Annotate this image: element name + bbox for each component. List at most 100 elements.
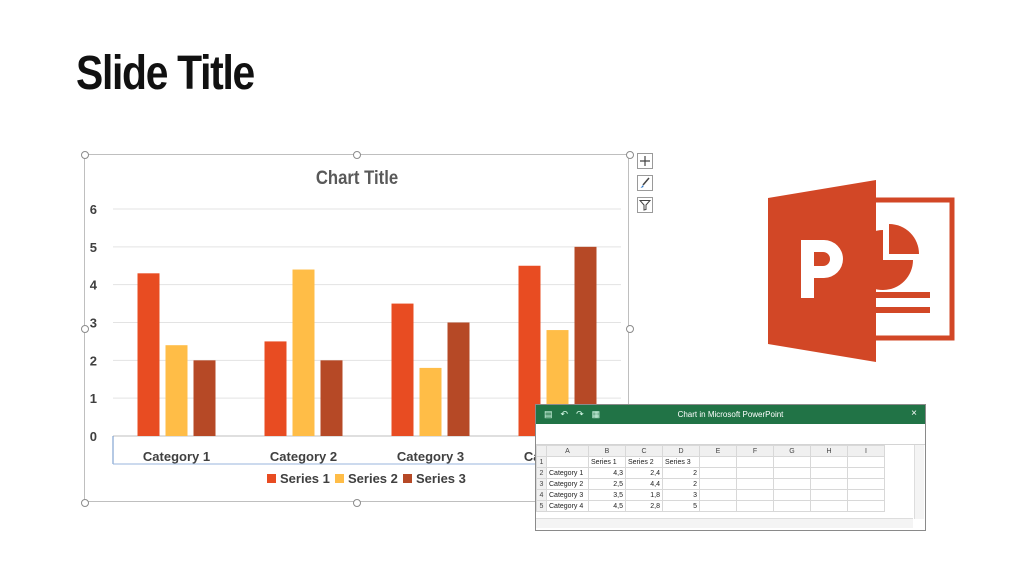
y-tick-label: 1 [90, 391, 97, 406]
x-tick-label: Category 2 [270, 449, 337, 464]
cell[interactable] [810, 467, 848, 479]
cell[interactable] [810, 500, 848, 512]
cell[interactable]: 2 [662, 478, 700, 490]
cell[interactable] [736, 467, 774, 479]
cell[interactable]: 2 [662, 467, 700, 479]
redo-icon[interactable]: ↷ [576, 409, 584, 419]
cell[interactable] [773, 456, 811, 468]
cell[interactable]: 5 [662, 500, 700, 512]
cell[interactable] [736, 489, 774, 501]
cell[interactable]: Series 2 [625, 456, 663, 468]
legend-swatch [267, 474, 276, 483]
chart-elements-button[interactable] [637, 153, 653, 169]
resize-handle[interactable] [81, 151, 89, 159]
column-header[interactable]: H [810, 445, 848, 457]
cell[interactable]: Series 1 [588, 456, 626, 468]
y-tick-label: 4 [90, 278, 98, 293]
y-tick-label: 6 [90, 202, 97, 217]
cell[interactable] [699, 489, 737, 501]
cell[interactable] [847, 500, 885, 512]
horizontal-scrollbar[interactable] [536, 518, 913, 528]
y-tick-label: 3 [90, 316, 97, 331]
cell[interactable] [773, 478, 811, 490]
resize-handle[interactable] [353, 499, 361, 507]
row-header[interactable]: 2 [536, 467, 547, 479]
undo-icon[interactable]: ↶ [560, 409, 569, 419]
cell[interactable]: Category 4 [546, 500, 589, 512]
column-header[interactable]: G [773, 445, 811, 457]
cell[interactable] [699, 456, 737, 468]
column-header[interactable]: E [699, 445, 737, 457]
cell[interactable]: Category 2 [546, 478, 589, 490]
resize-handle[interactable] [81, 499, 89, 507]
plus-icon [640, 156, 650, 166]
resize-handle[interactable] [81, 325, 89, 333]
cell[interactable] [847, 456, 885, 468]
spreadsheet-grid[interactable]: A B C D E F G H I 1 Series 1 Series 2 Se… [536, 445, 885, 512]
cell[interactable] [847, 489, 885, 501]
cell[interactable] [546, 456, 589, 468]
table-row: 3 Category 2 2,5 4,4 2 [536, 478, 885, 490]
cell[interactable]: 2,8 [625, 500, 663, 512]
cell[interactable]: 4,3 [588, 467, 626, 479]
cell[interactable] [699, 478, 737, 490]
select-all-corner[interactable] [536, 445, 547, 457]
table-row: 5 Category 4 4,5 2,8 5 [536, 500, 885, 512]
resize-handle[interactable] [626, 151, 634, 159]
formula-bar[interactable] [536, 424, 925, 445]
resize-handle[interactable] [353, 151, 361, 159]
bar [292, 269, 315, 436]
cell[interactable] [847, 478, 885, 490]
table-row: 1 Series 1 Series 2 Series 3 [536, 456, 885, 468]
cell[interactable] [773, 489, 811, 501]
cell[interactable]: Series 3 [662, 456, 700, 468]
cell[interactable] [773, 467, 811, 479]
edit-data-icon[interactable]: ▦ [591, 409, 601, 419]
vertical-scrollbar[interactable] [914, 445, 924, 519]
cell[interactable]: 3 [662, 489, 700, 501]
legend-label: Series 2 [348, 471, 398, 486]
save-icon[interactable]: ▤ [544, 409, 553, 419]
spreadsheet-titlebar: ▤ ↶ ↷ ▦ Chart in Microsoft PowerPoint × [536, 405, 925, 424]
resize-handle[interactable] [626, 325, 634, 333]
cell[interactable] [699, 467, 737, 479]
cell[interactable]: 4,4 [625, 478, 663, 490]
column-header[interactable]: A [546, 445, 589, 457]
cell[interactable] [699, 500, 737, 512]
slide-title: Slide Title [76, 47, 255, 100]
cell[interactable] [847, 467, 885, 479]
cell[interactable]: 1,8 [625, 489, 663, 501]
cell[interactable] [773, 500, 811, 512]
cell[interactable] [810, 489, 848, 501]
cell[interactable] [810, 456, 848, 468]
column-header[interactable]: I [847, 445, 885, 457]
cell[interactable]: 3,5 [588, 489, 626, 501]
cell[interactable]: 2,5 [588, 478, 626, 490]
cell[interactable]: 4,5 [588, 500, 626, 512]
spreadsheet-window[interactable]: ▤ ↶ ↷ ▦ Chart in Microsoft PowerPoint × … [535, 404, 926, 531]
cell[interactable]: Category 1 [546, 467, 589, 479]
column-header[interactable]: C [625, 445, 663, 457]
column-header[interactable]: D [662, 445, 700, 457]
column-header[interactable]: F [736, 445, 774, 457]
bar [518, 265, 541, 436]
cell[interactable] [736, 478, 774, 490]
legend-label: Series 1 [280, 471, 330, 486]
y-tick-label: 2 [90, 353, 97, 368]
cell[interactable] [810, 478, 848, 490]
row-header[interactable]: 3 [536, 478, 547, 490]
cell[interactable] [736, 456, 774, 468]
cell[interactable] [736, 500, 774, 512]
close-icon[interactable]: × [911, 408, 917, 419]
column-header[interactable]: B [588, 445, 626, 457]
cell[interactable]: Category 3 [546, 489, 589, 501]
bar [391, 303, 414, 436]
row-header[interactable]: 1 [536, 456, 547, 468]
y-tick-label: 5 [90, 240, 97, 255]
chart-styles-button[interactable] [637, 175, 653, 191]
table-row: 4 Category 3 3,5 1,8 3 [536, 489, 885, 501]
chart-filters-button[interactable] [637, 197, 653, 213]
cell[interactable]: 2,4 [625, 467, 663, 479]
row-header[interactable]: 5 [536, 500, 547, 512]
row-header[interactable]: 4 [536, 489, 547, 501]
